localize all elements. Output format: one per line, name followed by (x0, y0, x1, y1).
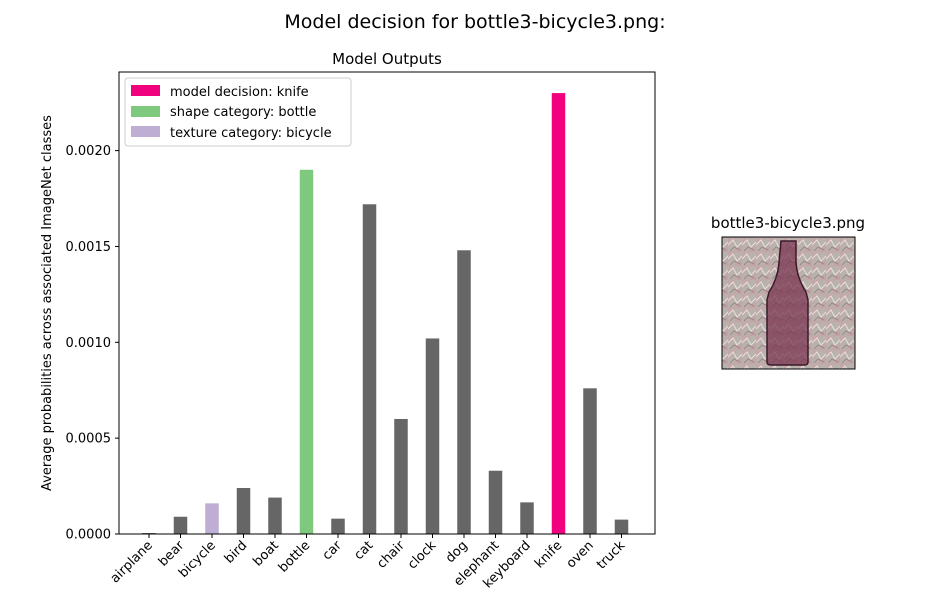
bar-truck (614, 519, 629, 534)
figure-suptitle: Model decision for bottle3-bicycle3.png: (284, 11, 665, 33)
bar-chair (394, 418, 408, 534)
y-axis-label: Average probabilities across associated … (40, 115, 55, 491)
legend-box (124, 77, 352, 147)
x-tick-label-knife: knife (532, 538, 565, 571)
x-tick-label-oven: oven (564, 538, 597, 571)
plot-frame (118, 71, 656, 535)
x-tick-label-truck: truck (594, 538, 629, 573)
legend: model decision: knife shape category: bo… (124, 77, 352, 147)
chart-title: Model Outputs (332, 50, 442, 68)
bar-keyboard (520, 502, 534, 534)
bar-cat (362, 204, 377, 534)
y-ticks-group: 0.0000 0.0005 0.0010 0.0015 0.0020 (66, 144, 119, 543)
x-tick-label-clock: clock (405, 538, 440, 573)
bar-knife (551, 93, 566, 534)
bar-bear (173, 516, 188, 534)
x-tick-label-bird: bird (222, 538, 250, 566)
legend-label-texture: texture category: bicycle (170, 126, 332, 141)
bar-boat (268, 497, 282, 534)
bar-bottle (299, 169, 314, 534)
y-tick-label: 0.0010 (66, 336, 112, 351)
x-tick-label-cat: cat (351, 538, 376, 563)
x-tick-label-bottle: bottle (276, 538, 313, 575)
image-frame (721, 236, 856, 370)
legend-swatch-texture (131, 126, 160, 137)
bar-clock (425, 338, 440, 534)
image-panel-title: bottle3-bicycle3.png (711, 214, 865, 232)
x-tick-label-chair: chair (374, 538, 408, 572)
legend-label-model-decision: model decision: knife (170, 85, 309, 100)
bars-group (142, 93, 629, 534)
bottle-shape (766, 240, 809, 366)
y-tick-label: 0.0005 (66, 432, 112, 447)
bar-elephant (488, 470, 503, 534)
stylized-image (721, 236, 856, 370)
x-tick-label-car: car (320, 538, 346, 564)
bar-bicycle (205, 503, 219, 534)
bar-dog (457, 250, 471, 534)
bar-car (331, 518, 345, 534)
bar-oven (583, 388, 597, 534)
legend-swatch-shape (131, 106, 160, 117)
x-tick-label-airplane: airplane (108, 538, 156, 586)
legend-label-shape: shape category: bottle (170, 105, 316, 120)
y-tick-label: 0.0020 (66, 144, 112, 159)
bar-bird (236, 487, 251, 534)
legend-swatch-model-decision (131, 85, 160, 96)
y-tick-label: 0.0015 (66, 240, 112, 255)
y-tick-label: 0.0000 (66, 528, 112, 543)
